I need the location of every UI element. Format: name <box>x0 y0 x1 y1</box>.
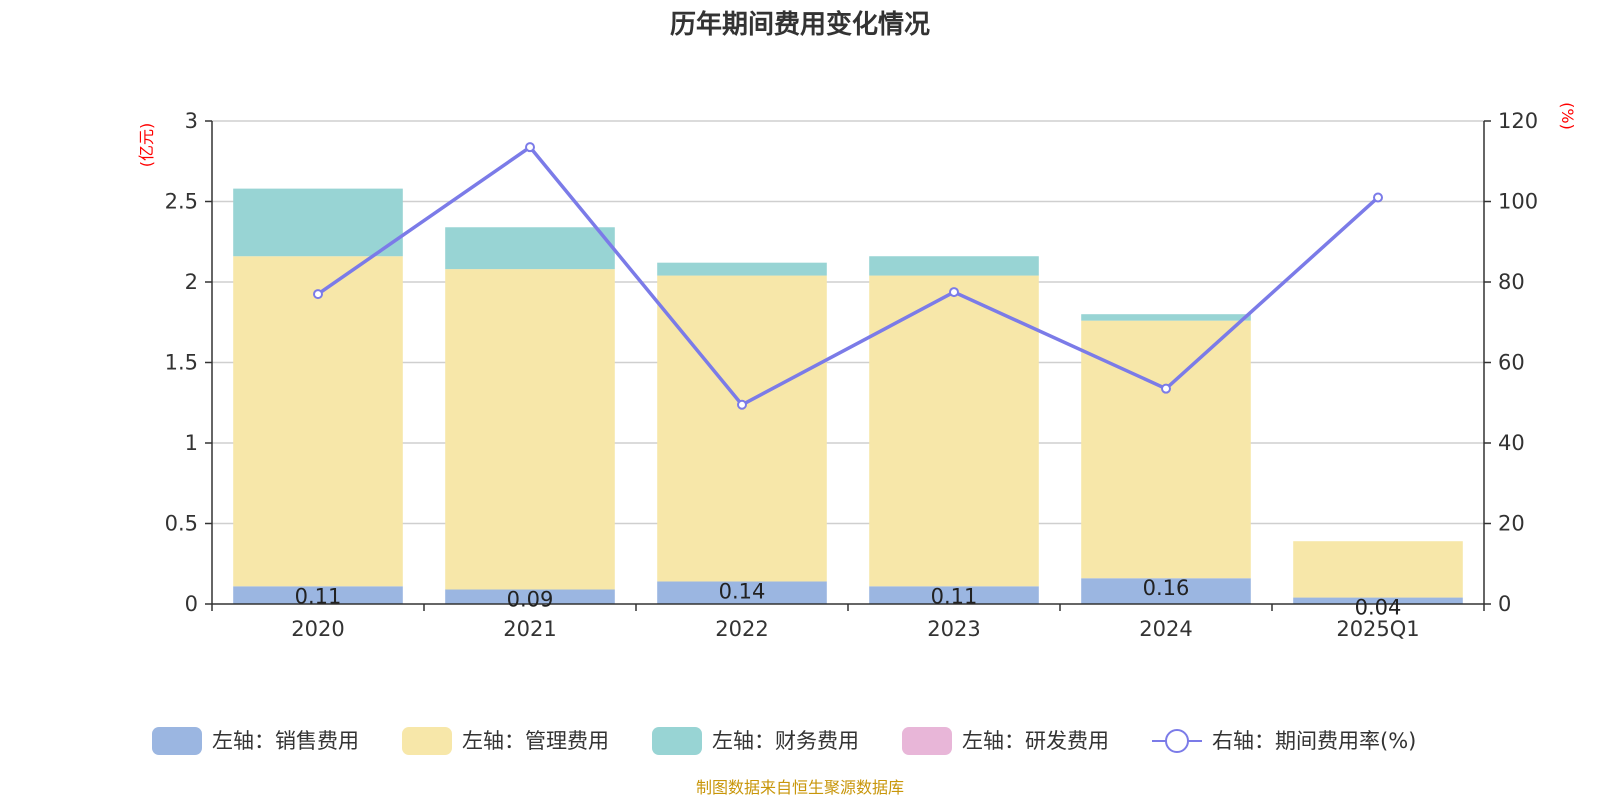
legend-swatch <box>902 727 952 755</box>
x-tick-label: 2024 <box>1139 617 1192 641</box>
bar-segment <box>1293 541 1463 598</box>
right-tick-label: 120 <box>1498 109 1538 133</box>
x-tick-label: 2021 <box>503 617 556 641</box>
gridlines <box>212 120 1484 525</box>
right-tick-label: 60 <box>1498 351 1525 375</box>
right-tick-label: 20 <box>1498 512 1525 536</box>
bar-segment <box>233 188 403 257</box>
legend-swatch <box>152 727 202 755</box>
left-tick-label: 3 <box>185 109 198 133</box>
bar-segment <box>445 227 615 270</box>
bar-segment <box>657 581 827 604</box>
bar-segment <box>233 256 403 587</box>
bar-segment <box>657 275 827 582</box>
data-label: 0.14 <box>719 579 766 603</box>
right-tick-label: 40 <box>1498 431 1525 455</box>
bar-segment <box>445 269 615 590</box>
line-series <box>313 142 1383 410</box>
left-tick-label: 1.5 <box>165 351 198 375</box>
bar-segment <box>869 275 1039 587</box>
left-tick-label: 2.5 <box>165 190 198 214</box>
data-label: 0.11 <box>295 584 342 608</box>
axes: 0 0.5 1 1.5 2 2.5 3 0 20 40 60 80 100 120 2020 2021 2022… <box>165 109 1539 641</box>
legend-label: 右轴：期间费用率(%) <box>1212 729 1416 753</box>
data-label: 0.09 <box>507 588 554 612</box>
bar-segment <box>869 586 1039 604</box>
bar-segment <box>233 586 403 604</box>
right-tick-label: 100 <box>1498 190 1538 214</box>
chart-title: 历年期间费用变化情况 <box>670 9 930 40</box>
x-tick-label: 2023 <box>927 617 980 641</box>
data-label: 0.04 <box>1355 596 1402 620</box>
legend-marker <box>1165 729 1189 753</box>
data-label: 0.16 <box>1143 576 1190 600</box>
bar-segment <box>445 589 615 604</box>
legend-label: 左轴：管理费用 <box>462 729 609 753</box>
right-axis-unit: (%) <box>1558 102 1577 130</box>
legend-swatch <box>652 727 702 755</box>
expense-rate-line <box>317 144 1380 407</box>
line-point <box>313 289 323 300</box>
x-tick-label: 2022 <box>715 617 768 641</box>
left-tick-label: 1 <box>185 431 198 455</box>
line-point <box>949 287 959 298</box>
left-tick-label: 0 <box>185 592 198 616</box>
bar-segment <box>1081 578 1251 604</box>
bar-segment <box>657 262 827 276</box>
data-labels: 0.11 0.09 0.14 0.11 0.16 0.04 <box>295 576 1402 619</box>
legend-label: 左轴：财务费用 <box>712 729 859 753</box>
data-label: 0.11 <box>931 584 978 608</box>
legend-label: 左轴：销售费用 <box>212 729 359 753</box>
legend: 左轴：销售费用 左轴：管理费用 左轴：财务费用 左轴：研发费用 右轴：期间费用率(%) <box>152 727 1416 755</box>
legend-label: 左轴：研发费用 <box>962 729 1109 753</box>
left-tick-label: 2 <box>185 270 198 294</box>
left-tick-label: 0.5 <box>165 512 198 536</box>
legend-swatch <box>402 727 452 755</box>
x-tick-label: 2025Q1 <box>1336 617 1419 641</box>
right-tick-label: 0 <box>1498 592 1511 616</box>
source-note: 制图数据来自恒生聚源数据库 <box>696 778 904 797</box>
bar-segment <box>1293 597 1463 604</box>
left-axis-unit: (亿元) <box>137 123 156 168</box>
bar-segment <box>1081 320 1251 579</box>
right-tick-label: 80 <box>1498 270 1525 294</box>
line-point <box>737 399 747 410</box>
line-point <box>1161 383 1171 394</box>
line-point <box>1373 192 1383 203</box>
x-tick-label: 2020 <box>291 617 344 641</box>
line-point <box>525 142 535 153</box>
bar-segment <box>1081 314 1251 321</box>
bar-segment <box>869 256 1039 276</box>
bar-series <box>233 188 1463 604</box>
